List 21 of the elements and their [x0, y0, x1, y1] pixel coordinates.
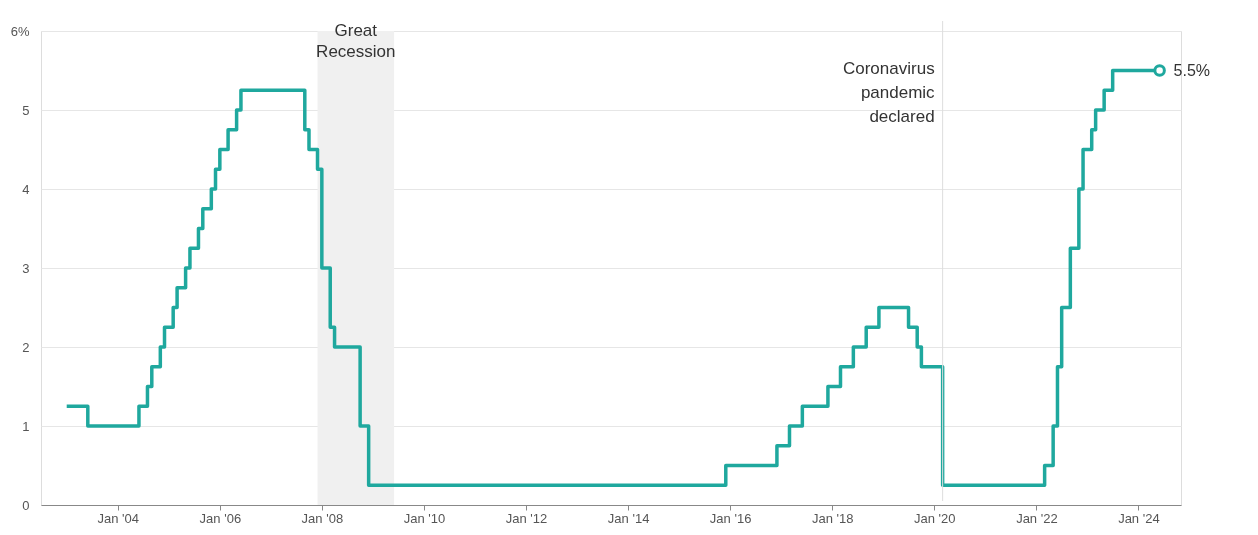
y-tick-label: 3 — [22, 260, 30, 276]
x-tick-label: Jan '18 — [811, 510, 854, 526]
x-tick-label: Jan '16 — [709, 510, 752, 526]
x-tick-label: Jan '14 — [607, 510, 650, 526]
y-tick-label: 2 — [22, 339, 30, 355]
x-tick-label: Jan '06 — [199, 510, 242, 526]
x-tick-label: Jan '10 — [403, 510, 446, 526]
y-tick-label: 5 — [22, 102, 30, 118]
y-tick-label: 0 — [22, 497, 30, 513]
x-tick-label: Jan '22 — [1016, 510, 1058, 526]
band-label: Great Recession — [316, 21, 396, 61]
annotation: 5.5% — [1173, 61, 1211, 79]
y-tick-label: 6% — [10, 23, 30, 39]
x-tick-label: Jan '04 — [97, 510, 139, 526]
x-tick-label: Jan '08 — [301, 510, 344, 526]
y-tick-label: 1 — [22, 418, 30, 434]
y-tick-label: 4 — [22, 181, 30, 197]
x-tick-label: Jan '12 — [505, 510, 548, 526]
x-tick-label: Jan '20 — [913, 510, 956, 526]
ref-line-label: Coronavirus pandemic declared — [842, 59, 936, 126]
x-tick-label: Jan '24 — [1118, 510, 1160, 526]
